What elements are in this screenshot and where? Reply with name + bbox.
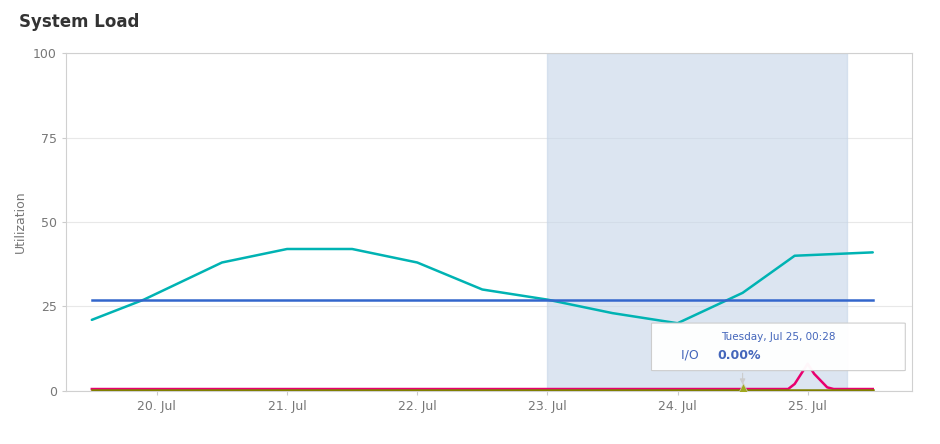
Line: Memory: Memory xyxy=(92,249,872,323)
Y-axis label: Utilization: Utilization xyxy=(14,190,27,254)
CPU xyxy=(795,371,807,377)
Text: 0.00%: 0.00% xyxy=(718,349,761,362)
Line: CPU: CPU xyxy=(92,364,872,389)
CPU xyxy=(822,385,833,390)
CPU xyxy=(828,386,839,392)
CPU xyxy=(776,386,788,392)
Memory xyxy=(216,260,227,265)
Memory xyxy=(477,287,488,292)
CPU xyxy=(782,386,793,392)
CPU xyxy=(841,386,853,392)
CPU xyxy=(802,361,813,366)
Memory xyxy=(281,246,292,252)
Memory xyxy=(672,321,683,326)
Memory xyxy=(789,253,800,258)
CPU xyxy=(835,386,846,392)
Memory xyxy=(737,290,748,296)
Text: System Load: System Load xyxy=(19,13,139,32)
CPU xyxy=(86,386,98,392)
Memory xyxy=(607,310,619,316)
Memory xyxy=(347,246,358,252)
CPU xyxy=(815,378,826,383)
CPU xyxy=(867,386,878,392)
Text: Tuesday, Jul 25, 00:28: Tuesday, Jul 25, 00:28 xyxy=(721,332,836,342)
Memory xyxy=(138,297,149,302)
CPU xyxy=(808,371,820,377)
Memory xyxy=(541,297,553,302)
Memory xyxy=(412,260,423,265)
FancyBboxPatch shape xyxy=(651,323,905,371)
Memory xyxy=(867,250,878,255)
CPU xyxy=(789,381,800,387)
Bar xyxy=(547,53,847,391)
Memory xyxy=(86,317,98,322)
Text: I/O: I/O xyxy=(682,349,703,362)
